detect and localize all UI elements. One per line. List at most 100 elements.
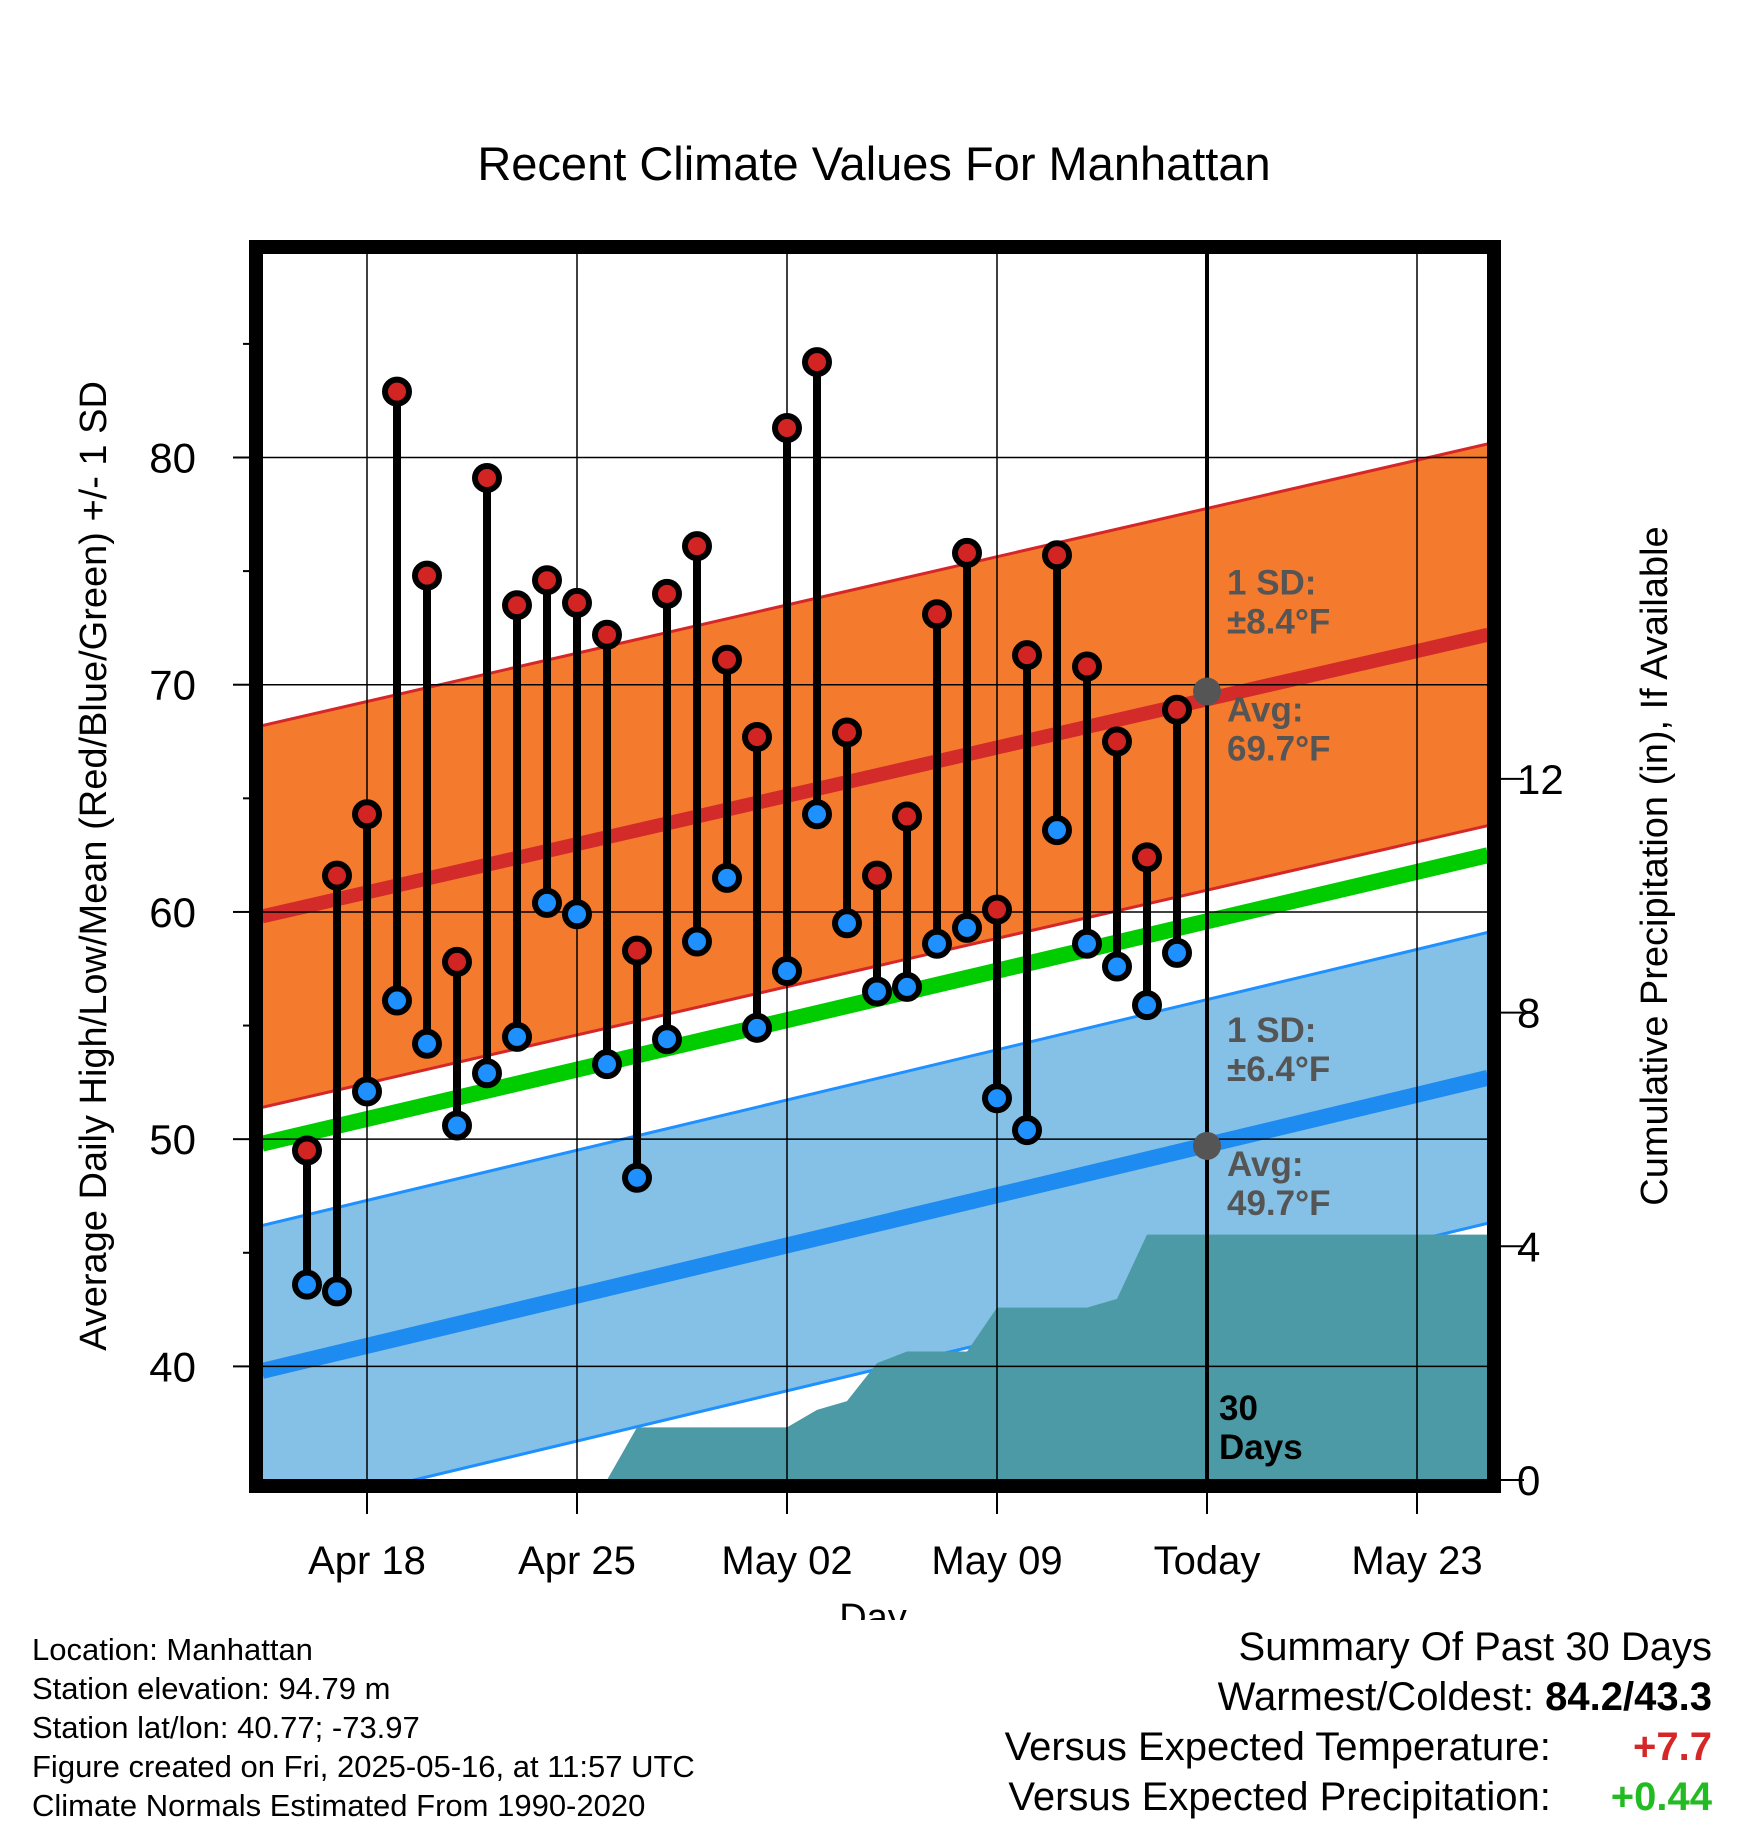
high-point — [682, 531, 712, 562]
created-text: Figure created on Fri, 2025-05-16, at 11… — [32, 1749, 695, 1784]
high-point — [412, 560, 442, 591]
high-point — [382, 376, 412, 407]
y-tick-label: 80 — [149, 435, 196, 482]
x-axis: Apr 18 Apr 25 May 02 May 09 Today May 23 — [308, 1493, 1483, 1583]
elevation-text: Station elevation: 94.79 m — [32, 1671, 391, 1706]
high-point — [472, 462, 502, 493]
low-point — [982, 1083, 1012, 1114]
warm-cold-value: 84.2/43.3 — [1545, 1675, 1712, 1719]
day-group — [352, 799, 382, 1107]
day-group — [652, 578, 682, 1055]
low-point — [952, 912, 982, 943]
low-avg-annotation-line: 49.7°F — [1227, 1184, 1331, 1223]
y2-tick-label: 12 — [1517, 756, 1564, 803]
x-tick-label: Apr 25 — [518, 1539, 636, 1583]
high-point — [832, 717, 862, 748]
plot-clip-group — [262, 253, 1488, 1480]
x-tick-label: Today — [1154, 1539, 1261, 1583]
high-point — [1042, 540, 1072, 571]
day-group — [382, 376, 412, 1016]
precip-area — [262, 1234, 1488, 1480]
low-point — [1072, 928, 1102, 959]
low-point — [382, 985, 412, 1016]
x-tick-label: May 09 — [931, 1539, 1062, 1583]
x-tick-label: May 23 — [1351, 1539, 1482, 1583]
low-sd-annotation: 1 SD: ±6.4°F — [1227, 1011, 1330, 1089]
low-point — [412, 1028, 442, 1059]
low-point — [802, 799, 832, 830]
high-avg-annotation-line: 69.7°F — [1227, 730, 1331, 769]
high-sd-annotation: 1 SD: ±8.4°F — [1227, 563, 1330, 641]
y2-axis: 0 4 8 12 — [1501, 756, 1564, 1504]
x-tick-label: Apr 18 — [308, 1539, 426, 1583]
high-point — [862, 860, 892, 891]
high-point — [922, 599, 952, 630]
low-point — [622, 1162, 652, 1193]
day-group — [862, 860, 892, 1007]
summary-warm-cold: Warmest/Coldest: 84.2/43.3 — [1005, 1672, 1712, 1722]
low-point — [1012, 1115, 1042, 1146]
low-point — [862, 976, 892, 1007]
day-group — [682, 531, 712, 957]
high-point — [802, 347, 832, 378]
today-days-label: 30 Days — [1219, 1389, 1303, 1467]
low-point — [712, 862, 742, 893]
summary-title: Summary Of Past 30 Days — [1238, 1625, 1712, 1669]
day-group — [562, 587, 592, 930]
day-group — [832, 717, 862, 939]
low-point — [1162, 937, 1192, 968]
y2-tick-label: 8 — [1517, 990, 1540, 1037]
today-days-label-line: Days — [1219, 1428, 1303, 1467]
low-point — [592, 1049, 622, 1080]
y-axis-label: Average Daily High/Low/Mean (Red/Blue/Gr… — [73, 381, 115, 1351]
high-point — [982, 894, 1012, 925]
station-info: Location: Manhattan Station elevation: 9… — [32, 1630, 695, 1825]
high-point — [592, 619, 622, 650]
low-point — [922, 928, 952, 959]
low-point — [532, 887, 562, 918]
low-point — [562, 899, 592, 930]
high-point — [742, 721, 772, 752]
day-group — [1072, 651, 1102, 959]
day-group — [292, 1135, 322, 1300]
low-point — [292, 1269, 322, 1300]
high-point — [952, 537, 982, 568]
climate-chart: Recent Climate Values For Manhattan Aver… — [73, 137, 1676, 1620]
day-group — [502, 590, 532, 1052]
high-avg-annotation-line: Avg: — [1227, 691, 1303, 730]
high-point — [1132, 842, 1162, 873]
low-avg-annotation: Avg: 49.7°F — [1227, 1145, 1331, 1223]
high-point — [442, 946, 472, 977]
day-group — [472, 462, 502, 1089]
high-point — [652, 578, 682, 609]
high-point — [892, 801, 922, 832]
high-point — [322, 860, 352, 891]
day-group — [952, 537, 982, 943]
low-point — [1132, 990, 1162, 1021]
low-point — [442, 1110, 472, 1141]
y-tick-label: 60 — [149, 889, 196, 936]
day-group — [772, 412, 802, 987]
normals-text: Climate Normals Estimated From 1990-2020 — [32, 1788, 646, 1823]
high-point — [1072, 651, 1102, 682]
today-days-label-line: 30 — [1219, 1389, 1258, 1428]
summary-temp: Versus Expected Temperature: +7.7 — [1005, 1722, 1712, 1772]
day-group — [1042, 540, 1072, 846]
day-group — [922, 599, 952, 959]
plot-area: 1 SD: ±8.4°F Avg: 69.7°F 1 SD: ±6.4°F Avg: 49.7… — [249, 240, 1501, 1493]
low-point — [1042, 815, 1072, 846]
high-point — [712, 644, 742, 675]
y-tick-label: 70 — [149, 662, 196, 709]
high-point — [772, 412, 802, 443]
low-point — [742, 1012, 772, 1043]
high-point — [562, 587, 592, 618]
today-high-avg-marker — [1193, 677, 1221, 706]
low-point — [892, 971, 922, 1002]
y2-axis-label: Cumulative Precipitation (in), If Availa… — [1634, 526, 1676, 1205]
chart-title: Recent Climate Values For Manhattan — [477, 137, 1270, 190]
high-point — [292, 1135, 322, 1166]
temp-label: Versus Expected Temperature: — [1004, 1725, 1551, 1769]
low-point — [322, 1276, 352, 1307]
low-sd-annotation-line: 1 SD: — [1227, 1011, 1316, 1050]
precip-label: Versus Expected Precipitation: — [1008, 1775, 1551, 1819]
